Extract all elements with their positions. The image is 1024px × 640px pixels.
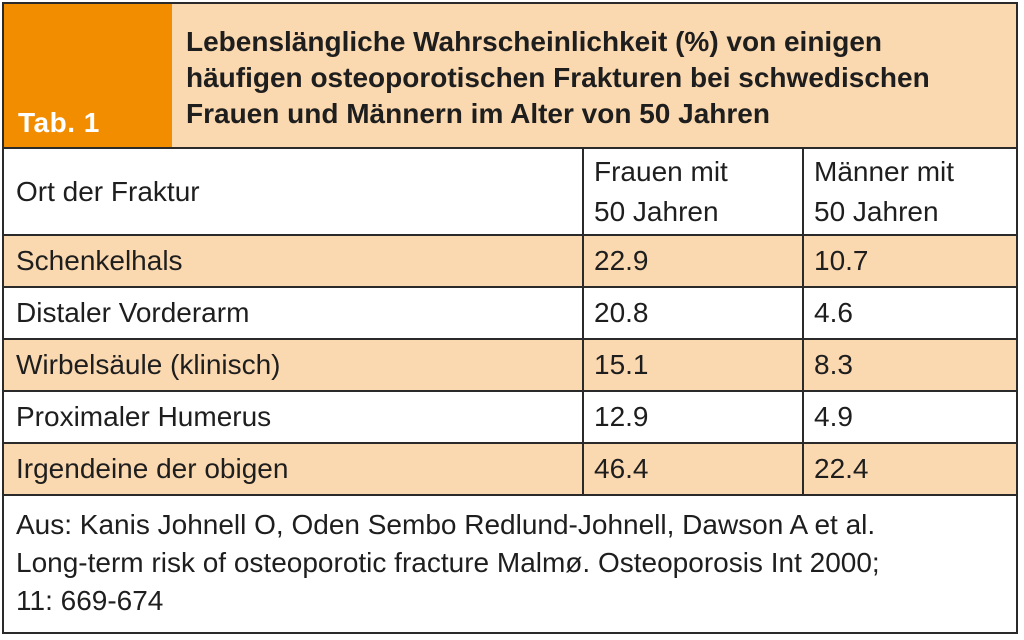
tab-number-label: Tab. 1 (18, 107, 100, 138)
cell-women: 15.1 (582, 340, 802, 390)
column-header-men: Männer mit 50 Jahren (802, 149, 1016, 234)
table-row: Irgendeine der obigen 46.4 22.4 (4, 444, 1016, 496)
table-row: Proximaler Humerus 12.9 4.9 (4, 392, 1016, 444)
source-citation-line: 11: 669-674 (16, 585, 164, 616)
column-header-men-line: Männer mit (814, 155, 955, 187)
table-row: Wirbelsäule (klinisch) 15.1 8.3 (4, 340, 1016, 392)
tab-number-badge: Tab. 1 (4, 4, 172, 147)
column-header-women-line: 50 Jahren (594, 195, 719, 227)
table-row: Schenkelhals 22.9 10.7 (4, 236, 1016, 288)
table-title-line: häufigen osteoporotischen Frakturen bei … (186, 62, 930, 93)
table-row: Distaler Vorderarm 20.8 4.6 (4, 288, 1016, 340)
column-header-women-line: Frauen mit (594, 155, 728, 187)
source-citation: Aus: Kanis Johnell O, Oden Sembo Redlund… (16, 506, 1006, 620)
cell-men: 4.6 (802, 288, 1016, 338)
table-header: Tab. 1 Lebenslängliche Wahrscheinlichkei… (4, 4, 1016, 149)
table-title: Lebenslängliche Wahrscheinlichkeit (%) v… (186, 24, 996, 132)
table-title-line: Lebenslängliche Wahrscheinlichkeit (%) v… (186, 26, 882, 57)
cell-site: Irgendeine der obigen (16, 453, 289, 484)
column-header-men-line: 50 Jahren (814, 195, 939, 227)
source-citation-line: Long-term risk of osteoporotic fracture … (16, 547, 880, 578)
cell-women: 46.4 (582, 444, 802, 494)
column-header-site: Ort der Fraktur (4, 149, 582, 234)
cell-men: 10.7 (802, 236, 1016, 286)
cell-men: 22.4 (802, 444, 1016, 494)
cell-women: 22.9 (582, 236, 802, 286)
column-header-site-label: Ort der Fraktur (16, 175, 200, 207)
cell-men: 8.3 (802, 340, 1016, 390)
table-title-line: Frauen und Männern im Alter von 50 Jahre… (186, 98, 770, 129)
cell-women: 20.8 (582, 288, 802, 338)
cell-site: Distaler Vorderarm (16, 297, 250, 328)
cell-women: 12.9 (582, 392, 802, 442)
column-header-women: Frauen mit 50 Jahren (582, 149, 802, 234)
cell-men: 4.9 (802, 392, 1016, 442)
cell-site: Schenkelhals (16, 245, 183, 276)
column-header-row: Ort der Fraktur Frauen mit 50 Jahren Män… (4, 149, 1016, 236)
table-frame: Tab. 1 Lebenslängliche Wahrscheinlichkei… (2, 2, 1018, 634)
cell-site: Wirbelsäule (klinisch) (16, 349, 281, 380)
cell-site: Proximaler Humerus (16, 401, 272, 432)
source-citation-line: Aus: Kanis Johnell O, Oden Sembo Redlund… (16, 509, 876, 540)
